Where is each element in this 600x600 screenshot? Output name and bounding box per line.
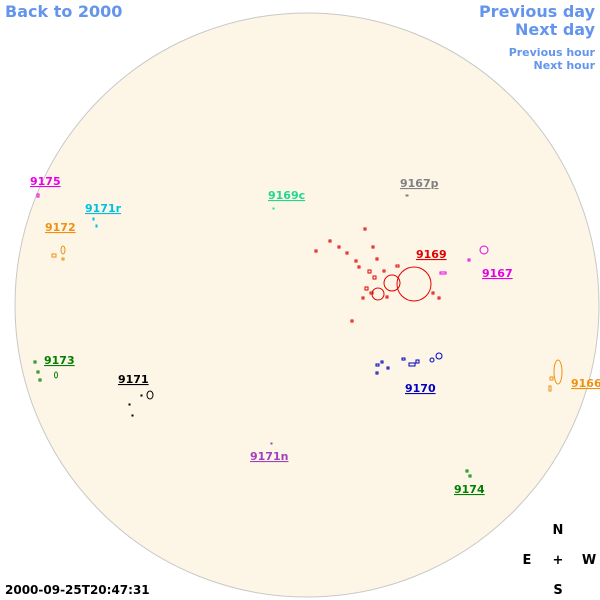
region-link[interactable]: 9171r [85,202,122,215]
solar-disk [14,12,600,598]
next-day-link[interactable]: Next day [515,20,596,39]
compass-center: + [553,553,564,568]
region-link[interactable]: 9167p [400,177,439,190]
region-link[interactable]: 9169c [268,189,305,202]
sunspot-group [375,352,443,375]
next-hour-link[interactable]: Next hour [534,59,596,72]
back-link[interactable]: Back to 2000 [5,2,122,21]
region-link[interactable]: 9166 [571,377,600,390]
region-link[interactable]: 9174 [454,483,485,496]
previous-hour-link[interactable]: Previous hour [509,46,596,59]
region-link[interactable]: 9171 [118,373,149,386]
compass-south: S [553,583,562,598]
region-link[interactable]: 9171n [250,450,288,463]
sunspot-group [314,227,441,323]
compass-west: W [582,553,596,568]
region-link[interactable]: 9167 [482,267,513,280]
region-link[interactable]: 9173 [44,354,75,367]
region-link[interactable]: 9175 [30,175,61,188]
sunspot-group [33,360,472,478]
previous-day-link[interactable]: Previous day [479,2,596,21]
sunspot-group [128,390,154,417]
compass-north: N [553,523,564,538]
region-link[interactable]: 9172 [45,221,76,234]
region-link[interactable]: 9170 [405,382,436,395]
compass-east: E [523,553,532,568]
sunspot-group [51,245,563,392]
region-link[interactable]: 9169 [416,248,447,261]
timestamp: 2000-09-25T20:47:31 [5,583,150,597]
sunspots [33,193,563,478]
sunspot-group [36,193,489,275]
